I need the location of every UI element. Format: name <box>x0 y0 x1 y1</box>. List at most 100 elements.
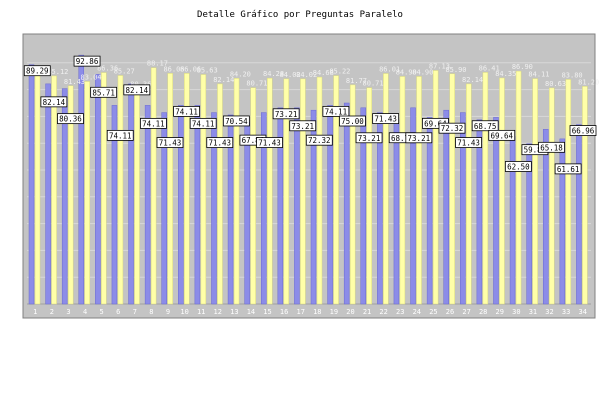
bar-series-2 <box>482 72 489 305</box>
data-label-box <box>405 132 433 144</box>
data-label-series-1: 73.21 <box>355 132 383 144</box>
data-label-series-1: 75.00 <box>339 115 366 127</box>
data-label-text: 66.96 <box>572 127 595 136</box>
bar-series-1 <box>294 107 300 305</box>
bar-series-2 <box>266 77 273 305</box>
bar-series-1 <box>542 129 549 305</box>
bar-series-1 <box>576 124 582 305</box>
bar-series-2 <box>167 73 173 305</box>
data-label-series-1: 82.14 <box>123 84 151 96</box>
data-label-series-1: 74.11 <box>140 117 167 129</box>
bar-series-2 <box>184 73 190 305</box>
data-label-text: 74.11 <box>192 119 215 128</box>
data-label-box <box>339 115 366 127</box>
data-label-series-2: 86.01 <box>379 65 400 73</box>
x-tick-label: 2 <box>50 308 54 316</box>
bar-series-1 <box>61 88 68 305</box>
x-tick-label: 4 <box>83 308 87 316</box>
data-label-text: 71.43 <box>457 139 480 148</box>
bar-series-2 <box>399 76 406 305</box>
data-label-series-2: 85.12 <box>47 68 68 76</box>
data-label-text: 73.21 <box>275 110 298 119</box>
data-label-box <box>106 129 134 141</box>
bar-series-1 <box>178 105 184 305</box>
data-label-series-2: 84.90 <box>412 68 433 76</box>
x-tick-label: 31 <box>529 308 537 316</box>
chart-title: Detalle Gráfico por Preguntas Paralelo <box>197 10 403 20</box>
data-label-series-2: 80.63 <box>545 80 566 88</box>
data-label-series-1: 70.54 <box>222 115 250 127</box>
data-label-series-1: 74.11 <box>173 105 200 117</box>
data-label-series-1: 71.43 <box>206 137 234 148</box>
data-label-series-1: 71.43 <box>156 137 184 148</box>
bar-series-1 <box>244 121 250 305</box>
data-label-text: 73.21 <box>291 122 314 131</box>
data-label-text: 67.86 <box>242 136 265 145</box>
data-label-series-2: 84.20 <box>230 70 251 78</box>
x-tick-label: 18 <box>313 308 321 316</box>
data-label-box <box>322 105 350 117</box>
bar-series-1 <box>78 54 85 305</box>
bar-series-2 <box>383 73 389 305</box>
data-label-box <box>222 115 250 127</box>
x-tick-label: 15 <box>263 308 271 316</box>
x-tick-label: 9 <box>166 308 170 316</box>
bar-series-2 <box>499 77 505 305</box>
y-tick-label: 50 <box>10 167 18 175</box>
data-label-text: 59.82 <box>524 146 547 155</box>
data-label-series-1: 71.43 <box>372 113 400 124</box>
data-label-text: 80.36 <box>59 115 82 124</box>
data-label-box <box>438 122 466 134</box>
data-label-text: 70.54 <box>225 117 248 126</box>
bar-series-2 <box>84 81 91 305</box>
data-label-text: 75.00 <box>341 117 364 126</box>
data-label-box <box>173 105 200 117</box>
y-tick-label: 70 <box>10 113 18 121</box>
bar-series-1 <box>559 138 566 305</box>
x-tick-label: 1 <box>33 308 37 316</box>
bar-series-2 <box>316 76 323 305</box>
data-label-text: 73.21 <box>358 134 381 143</box>
x-tick-label: 19 <box>330 308 338 316</box>
data-label-box <box>256 137 283 148</box>
data-label-series-2: 82.14 <box>213 76 234 84</box>
bar-series-1 <box>277 107 284 305</box>
bar-series-2 <box>233 78 240 305</box>
data-label-series-2: 85.63 <box>197 67 218 75</box>
bar-series-2 <box>101 72 107 305</box>
x-tick-label: 6 <box>116 308 120 316</box>
data-label-series-1: 72.32 <box>438 122 466 134</box>
data-label-text: 62.50 <box>507 163 530 172</box>
bar-series-2 <box>217 83 223 305</box>
bar-series-2 <box>117 75 124 305</box>
data-label-series-2: 84.68 <box>313 69 334 77</box>
bar-series-1 <box>476 119 483 305</box>
y-tick-label: 30 <box>10 221 18 229</box>
x-tick-label: 3 <box>66 308 70 316</box>
data-label-text: 74.11 <box>109 131 132 140</box>
data-label-series-2: 81.77 <box>346 77 367 85</box>
bar-series-2 <box>366 87 373 305</box>
bar-series-2 <box>283 78 290 305</box>
data-label-series-2: 84.02 <box>296 71 317 79</box>
data-label-series-2: 80.71 <box>246 80 267 88</box>
y-tick-label: 60 <box>10 140 18 148</box>
data-label-text: 82.14 <box>43 98 66 107</box>
data-label-series-1: 71.43 <box>256 137 283 148</box>
data-label-series-2: 81.43 <box>64 78 85 86</box>
x-tick-label: 23 <box>396 308 404 316</box>
x-tick-label: 30 <box>512 308 520 316</box>
data-label-box <box>504 161 532 172</box>
bar-series-2 <box>416 76 422 305</box>
data-label-series-1: 69.64 <box>488 129 516 141</box>
x-tick-label: 8 <box>149 308 153 316</box>
data-label-series-2: 84.28 <box>263 70 284 78</box>
bar-series-1 <box>260 112 267 305</box>
data-label-box <box>156 137 184 148</box>
data-label-series-1: 72.32 <box>305 134 333 146</box>
y-tick-label: 90 <box>10 60 18 68</box>
x-tick-label: 32 <box>545 308 553 316</box>
y-tick-labels: 10 20 30 40 50 60 70 80 90 <box>10 60 18 282</box>
